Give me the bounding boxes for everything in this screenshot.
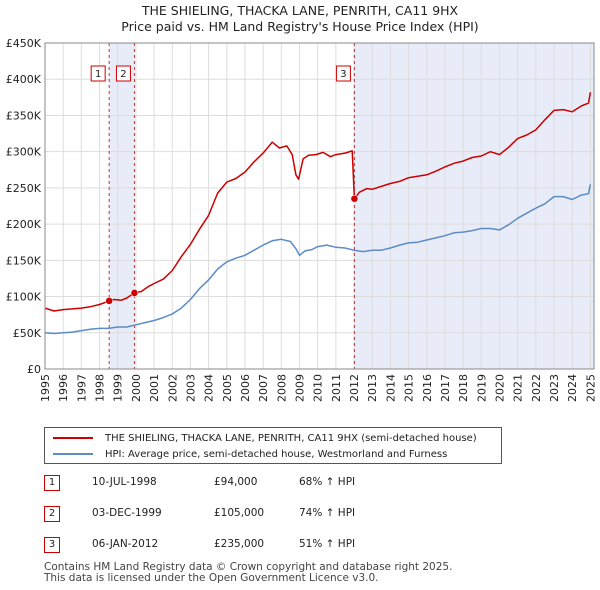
- chart-subtitle: Price paid vs. HM Land Registry's House …: [121, 19, 479, 34]
- table-row: 2 03-DEC-1999 £105,000 74% ↑ HPI: [44, 506, 404, 522]
- y-tick-label: £150K: [6, 254, 42, 267]
- y-tick-label: £250K: [6, 182, 42, 195]
- x-tick-label: 2008: [275, 374, 288, 402]
- transaction-price: £235,000: [214, 538, 265, 550]
- legend-label-property: THE SHIELING, THACKA LANE, PENRITH, CA11…: [105, 432, 477, 444]
- transaction-hpi: 68% ↑ HPI: [299, 476, 356, 488]
- x-tick-label: 2004: [203, 374, 216, 402]
- x-tick-label: 2017: [439, 374, 452, 402]
- legend-entry-hpi: HPI: Average price, semi-detached house,…: [53, 446, 447, 462]
- y-tick-label: £200K: [6, 218, 42, 231]
- x-tick-label: 2014: [384, 374, 397, 402]
- x-tick-label: 2021: [512, 374, 525, 402]
- x-tick-label: 1997: [75, 374, 88, 402]
- x-tick-label: 2022: [530, 374, 543, 402]
- y-tick-label: £400K: [6, 73, 42, 86]
- legend-label-hpi: HPI: Average price, semi-detached house,…: [105, 448, 448, 460]
- y-tick-label: £50K: [13, 327, 42, 340]
- x-tick-label: 1995: [39, 374, 52, 402]
- x-tick-label: 2016: [421, 374, 434, 402]
- legend: THE SHIELING, THACKA LANE, PENRITH, CA11…: [44, 427, 502, 464]
- transaction-point: [350, 195, 359, 203]
- footer: Contains HM Land Registry data © Crown c…: [44, 562, 452, 584]
- transaction-label-box: [335, 65, 351, 82]
- x-tick-label: 2024: [566, 374, 579, 402]
- x-tick-label: 2009: [294, 374, 307, 402]
- x-tick-label: 2002: [166, 374, 179, 402]
- transaction-point: [130, 289, 139, 297]
- chart-title: THE SHIELING, THACKA LANE, PENRITH, CA11…: [141, 3, 459, 18]
- x-tick-label: 2025: [584, 374, 597, 402]
- transaction-label-box: [115, 65, 131, 82]
- legend-swatch-hpi: [53, 453, 93, 455]
- x-tick-label: 2015: [403, 374, 416, 402]
- x-tick-label: 2007: [257, 374, 270, 402]
- transaction-label: 1: [95, 69, 101, 80]
- y-tick-label: £300K: [6, 146, 42, 159]
- shaded-period: [109, 43, 135, 369]
- y-tick-label: £450K: [6, 37, 42, 50]
- transaction-date: 10-JUL-1998: [92, 476, 157, 488]
- legend-entry-property: THE SHIELING, THACKA LANE, PENRITH, CA11…: [53, 430, 477, 446]
- transaction-hpi: 51% ↑ HPI: [299, 538, 356, 550]
- transaction-hpi: 74% ↑ HPI: [299, 507, 356, 519]
- footer-license: This data is licensed under the Open Gov…: [44, 572, 379, 584]
- x-tick-label: 2012: [348, 374, 361, 402]
- transaction-label: 3: [340, 69, 346, 80]
- transaction-label-box: [90, 65, 106, 82]
- x-tick-label: 2020: [493, 374, 506, 402]
- table-row: 1 10-JUL-1998 £94,000 68% ↑ HPI: [44, 475, 404, 491]
- x-tick-label: 2010: [312, 374, 325, 402]
- x-tick-label: 2019: [475, 374, 488, 402]
- table-row: 3 06-JAN-2012 £235,000 51% ↑ HPI: [44, 537, 404, 553]
- transaction-price: £94,000: [214, 476, 258, 488]
- transaction-point: [105, 297, 113, 305]
- x-tick-label: 2006: [239, 374, 252, 402]
- y-tick-label: £350K: [6, 109, 42, 122]
- y-tick-label: £100K: [6, 291, 42, 304]
- x-tick-label: 2003: [184, 374, 197, 402]
- price-chart: 1 2 3 £0 £50K £100K £150K £200K £250K £300K £350K £…: [6, 37, 598, 402]
- transaction-badge: 1: [44, 475, 60, 491]
- plot-frame: [44, 42, 595, 370]
- transaction-badge: 2: [44, 506, 60, 522]
- transaction-label: 2: [120, 69, 126, 80]
- x-tick-label: 2011: [330, 374, 343, 402]
- x-tick-label: 2000: [130, 374, 143, 402]
- transaction-date: 06-JAN-2012: [92, 538, 159, 550]
- transaction-date: 03-DEC-1999: [92, 507, 162, 519]
- x-tick-label: 2001: [148, 374, 161, 402]
- x-tick-label: 2018: [457, 374, 470, 402]
- x-tick-label: 2023: [548, 374, 561, 402]
- x-tick-label: 1999: [112, 374, 125, 402]
- transaction-badge: 3: [44, 537, 60, 553]
- footer-copyright: Contains HM Land Registry data © Crown c…: [44, 561, 453, 573]
- x-tick-label: 2013: [366, 374, 379, 402]
- x-tick-label: 2005: [221, 374, 234, 402]
- x-tick-label: 1998: [94, 374, 107, 402]
- x-tick-label: 1996: [57, 374, 70, 402]
- y-tick-label: £0: [27, 363, 41, 376]
- legend-swatch-property: [53, 437, 93, 439]
- series-line-hpi: [44, 184, 592, 335]
- transaction-price: £105,000: [214, 507, 265, 519]
